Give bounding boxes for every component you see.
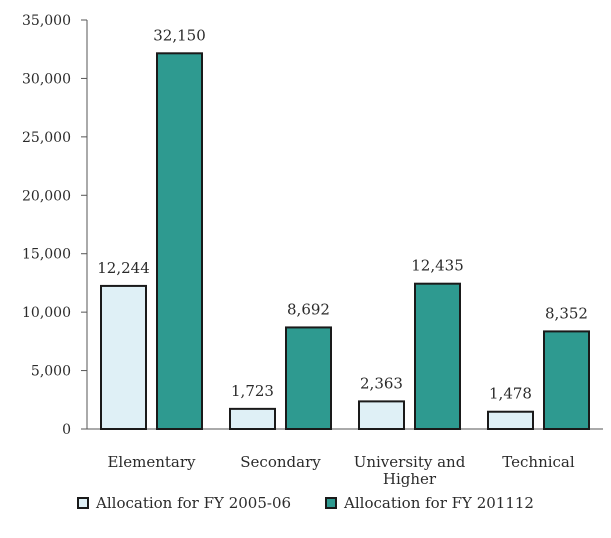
y-tick-label: 15,000 xyxy=(22,247,71,263)
y-tick-label: 10,000 xyxy=(22,305,71,321)
y-tick-label: 25,000 xyxy=(22,130,71,146)
data-label: 1,478 xyxy=(489,385,532,403)
bar xyxy=(229,407,276,430)
x-tick-label: Technical xyxy=(502,453,575,471)
x-tick-label: Higher xyxy=(383,470,437,488)
data-label: 12,435 xyxy=(411,257,464,275)
y-tick-label: 30,000 xyxy=(22,71,71,87)
bar xyxy=(156,52,203,430)
legend-item-series-1: Allocation for FY 2005-06 xyxy=(77,494,291,512)
data-label: 8,352 xyxy=(545,304,588,322)
bar xyxy=(285,326,332,430)
data-label: 8,692 xyxy=(287,300,330,318)
data-label: 12,244 xyxy=(97,259,150,277)
legend-item-series-2: Allocation for FY 201112 xyxy=(325,494,534,512)
bar xyxy=(414,282,461,430)
y-tick-label: 35,000 xyxy=(22,13,71,29)
legend-swatch-series-1 xyxy=(77,497,90,509)
x-tick-label: Elementary xyxy=(107,453,196,471)
legend-label-series-2: Allocation for FY 201112 xyxy=(344,494,534,512)
bar xyxy=(358,400,405,430)
y-tick-label: 20,000 xyxy=(22,188,71,204)
data-label: 32,150 xyxy=(153,26,206,44)
bar xyxy=(100,284,147,430)
legend: Allocation for FY 2005-06 Allocation for… xyxy=(0,494,611,512)
legend-label-series-1: Allocation for FY 2005-06 xyxy=(96,494,292,512)
x-tick-label: University and xyxy=(354,453,466,471)
y-tick-label: 0 xyxy=(62,422,71,438)
data-label: 1,723 xyxy=(231,382,274,400)
y-tick-label: 5,000 xyxy=(31,364,71,380)
data-label: 2,363 xyxy=(360,374,403,392)
bar xyxy=(487,410,534,431)
x-tick-label: Secondary xyxy=(240,453,321,471)
bar xyxy=(543,330,590,430)
legend-swatch-series-2 xyxy=(325,497,338,509)
